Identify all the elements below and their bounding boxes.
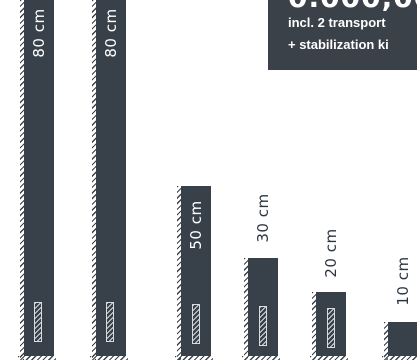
price-note-transport: incl. 2 transport bbox=[288, 15, 386, 30]
hatch-edge bbox=[384, 322, 388, 360]
hatch-edge bbox=[312, 292, 316, 360]
bar-height-label: 80 cm bbox=[102, 8, 120, 58]
hatch-base bbox=[242, 356, 280, 360]
bar-height-label: 10 cm bbox=[394, 256, 412, 306]
bar-body bbox=[96, 0, 126, 356]
hatch-edge bbox=[244, 258, 248, 360]
insert-marker bbox=[192, 304, 200, 344]
insert-marker bbox=[106, 302, 114, 342]
hatch-edge bbox=[20, 0, 24, 360]
hatch-base bbox=[382, 356, 417, 360]
bar-height-label: 80 cm bbox=[30, 8, 48, 58]
hatch-base bbox=[175, 356, 213, 360]
price-box: 0.000,00 incl. 2 transport + stabilizati… bbox=[268, 0, 417, 70]
bar-height-label: 20 cm bbox=[322, 228, 340, 278]
hatch-base bbox=[18, 356, 56, 360]
bar-body bbox=[24, 0, 54, 356]
hatch-edge bbox=[92, 0, 96, 360]
bar-body bbox=[388, 322, 417, 356]
hatch-base bbox=[310, 356, 348, 360]
hatch-base bbox=[90, 356, 128, 360]
bar-height-label: 30 cm bbox=[254, 193, 272, 243]
hatch-edge bbox=[177, 186, 181, 360]
insert-marker bbox=[259, 306, 267, 346]
price-value: 0.000,00 bbox=[288, 0, 417, 12]
price-note-stabilization: + stabilization ki bbox=[288, 37, 389, 52]
insert-marker bbox=[34, 302, 42, 342]
bar-height-label: 50 cm bbox=[187, 200, 205, 250]
insert-marker bbox=[327, 308, 335, 348]
